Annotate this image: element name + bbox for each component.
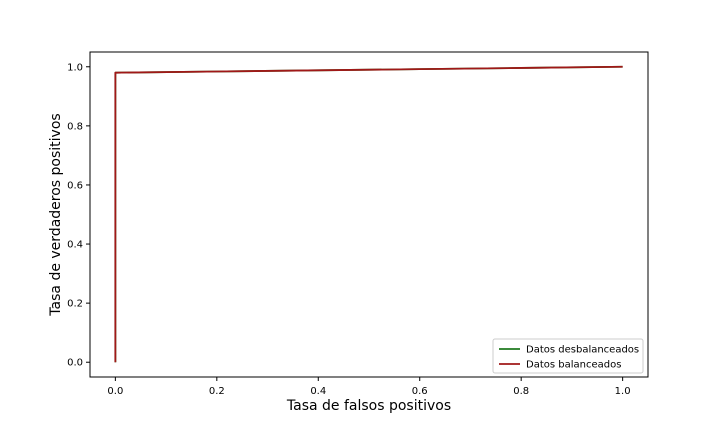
plot-area-frame (89, 51, 649, 378)
series-line-balanceados (114, 65, 623, 363)
x-tick-label: 0.4 (310, 386, 326, 397)
y-tick-label: 0.2 (67, 299, 83, 310)
y-axis-label: Tasa de verdaderos positivos (48, 113, 64, 316)
legend-label-balanceados: Datos balanceados (526, 360, 621, 371)
x-tick-label: 0.6 (412, 386, 428, 397)
series-lines (114, 65, 623, 363)
y-tick-label: 0.6 (67, 180, 83, 191)
legend-label-desbalanceados: Datos desbalanceados (526, 345, 639, 356)
y-tick-label: 0.0 (67, 358, 83, 369)
x-tick-label: 1.0 (615, 386, 631, 397)
x-axis-label: Tasa de falsos positivos (286, 398, 451, 414)
y-tick-label: 0.4 (67, 240, 83, 251)
x-tick-label: 0.8 (513, 386, 529, 397)
x-axis-ticks: 0.0 0.2 0.4 0.6 0.8 1.0 (107, 377, 631, 397)
x-tick-label: 0.0 (107, 386, 123, 397)
y-tick-label: 1.0 (67, 62, 83, 73)
y-axis-ticks: 0.0 0.2 0.4 0.6 0.8 1.0 (67, 62, 90, 369)
legend: Datos desbalanceados Datos balanceados (492, 338, 644, 374)
legend-box (492, 338, 644, 374)
y-tick-label: 0.8 (67, 121, 83, 132)
x-tick-label: 0.2 (209, 386, 225, 397)
